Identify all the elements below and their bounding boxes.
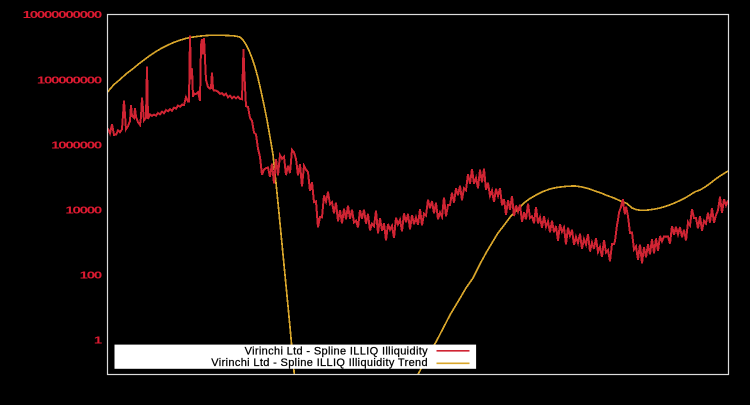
svg-text:1000000: 1000000: [51, 140, 102, 151]
svg-text:10000: 10000: [65, 205, 102, 216]
svg-text:100000000: 100000000: [37, 75, 102, 86]
svg-text:Virinchi Ltd - Spline ILLIQ Il: Virinchi Ltd - Spline ILLIQ Illiquidity …: [211, 357, 428, 369]
svg-text:1: 1: [94, 335, 102, 346]
svg-text:Virinchi Ltd - Spline ILLIQ Il: Virinchi Ltd - Spline ILLIQ Illiquidity: [245, 346, 429, 358]
svg-text:10000000000: 10000000000: [23, 10, 103, 21]
svg-text:100: 100: [80, 270, 103, 281]
